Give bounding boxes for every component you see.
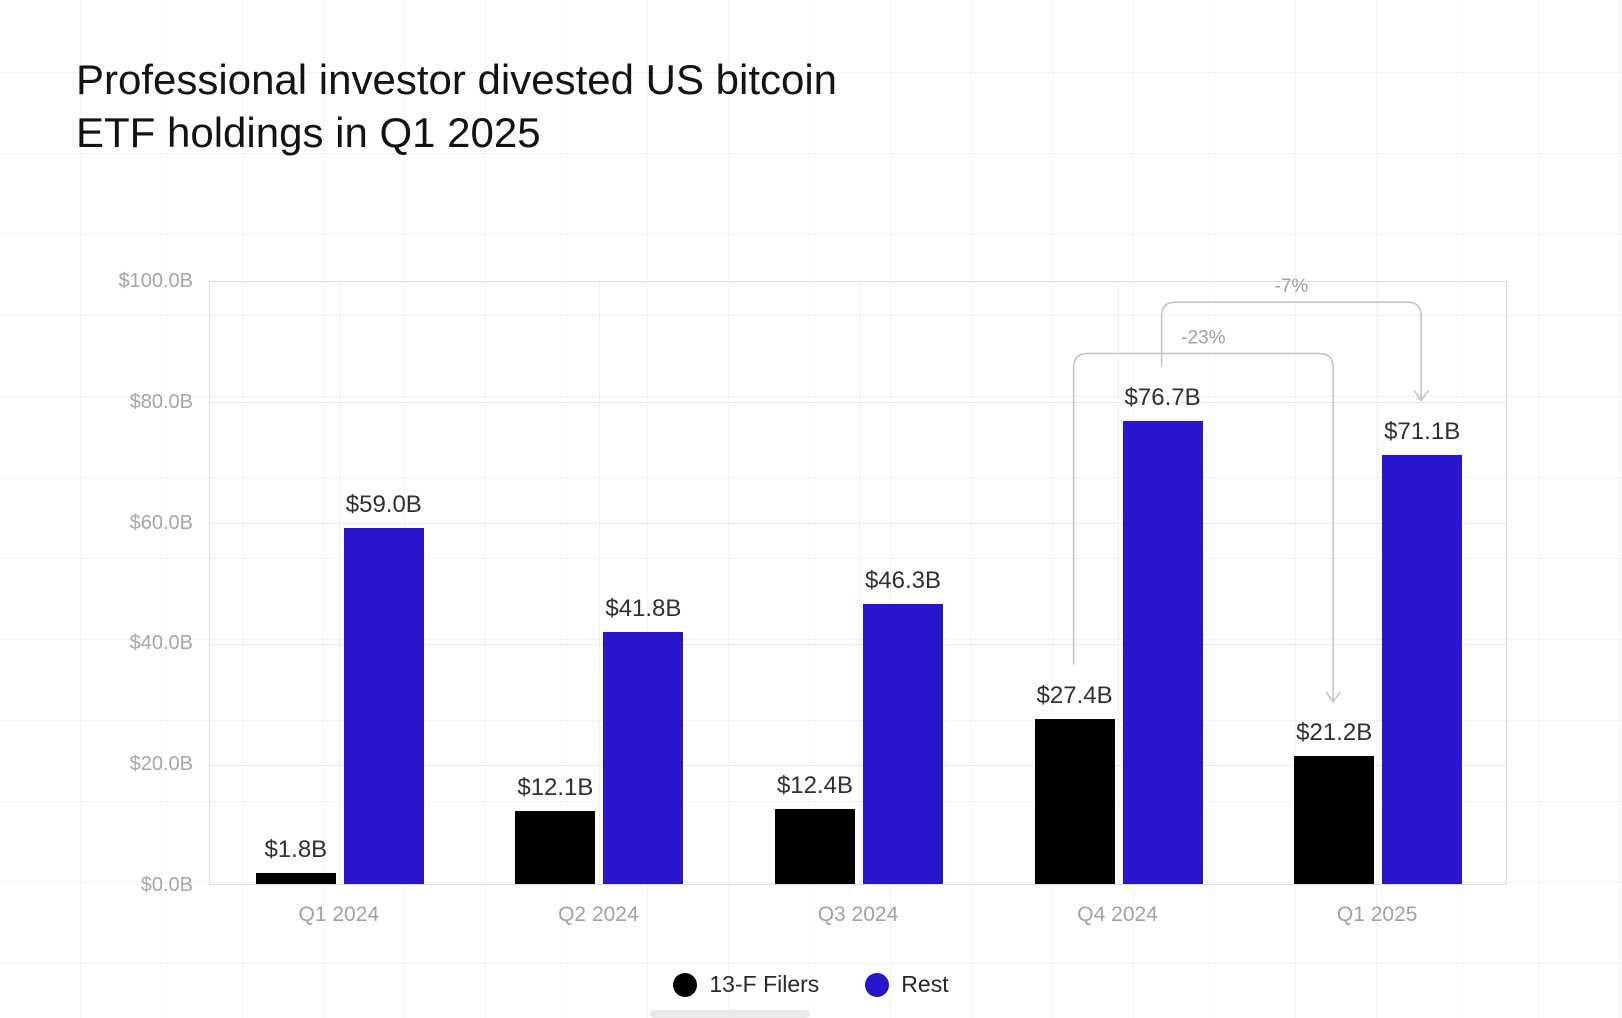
legend-item-13-f-filers: 13-F Filers <box>673 971 819 998</box>
y-axis-tick-label: $40.0B <box>129 632 193 655</box>
chart-title: Professional investor divested US bitcoi… <box>76 56 838 156</box>
x-axis-tick-label: Q2 2024 <box>558 903 639 926</box>
y-axis-tick-label: $60.0B <box>129 511 193 534</box>
x-axis-tick-label: Q1 2024 <box>298 903 380 926</box>
legend-dot-icon <box>865 972 890 997</box>
category-gridline <box>1377 282 1379 884</box>
legend: 13-F Filers Rest <box>0 971 1622 998</box>
bar-rest-4 <box>1382 454 1463 884</box>
legend-label: 13-F Filers <box>709 971 820 997</box>
bar-13-f-filers-4 <box>1294 755 1375 884</box>
bottom-scroll-pill <box>650 1010 810 1018</box>
bar-value-label: $1.8B <box>264 836 328 864</box>
legend-item-rest: Rest <box>865 971 949 998</box>
bar-value-label: $71.1B <box>1384 417 1461 445</box>
bar-value-label: $12.1B <box>517 773 594 801</box>
x-axis-tick-label: Q1 2025 <box>1336 903 1418 926</box>
gridline-80 <box>210 402 1506 404</box>
category-gridline <box>858 282 860 884</box>
x-axis-tick-label: Q4 2024 <box>1077 903 1158 926</box>
bar-rest-0 <box>343 527 424 884</box>
y-axis-tick-label: $0.0B <box>140 874 193 896</box>
bar-rest-2 <box>863 604 943 884</box>
bar-rest-1 <box>603 631 684 884</box>
bar-rest-3 <box>1122 420 1203 884</box>
y-axis-tick-label: $100.0B <box>118 270 193 292</box>
bar-value-label: $21.2B <box>1296 718 1373 746</box>
bar-13-f-filers-2 <box>775 809 855 884</box>
bar-value-label: $76.7B <box>1124 383 1201 411</box>
bar-value-label: $41.8B <box>605 594 682 622</box>
category-gridline <box>1118 282 1120 884</box>
y-axis-tick-label: $20.0B <box>129 753 193 776</box>
x-axis-tick-label: Q3 2024 <box>817 903 899 926</box>
plot-area: $1.8B $12.1B $12.4B $27.4B $21.2B $59.0B $41.8… <box>209 281 1507 885</box>
gridline-20 <box>210 764 1506 766</box>
bar-13-f-filers-1 <box>515 810 596 884</box>
legend-label: Rest <box>901 971 949 997</box>
y-axis-tick-label: $80.0B <box>129 390 193 413</box>
bar-13-f-filers-3 <box>1034 718 1115 884</box>
bar-value-label: $12.4B <box>776 772 854 800</box>
category-gridline <box>339 282 341 884</box>
bar-13-f-filers-0 <box>255 873 336 884</box>
bar-value-label: $46.3B <box>864 567 942 595</box>
gridline-60 <box>210 523 1506 525</box>
gridline-40 <box>210 643 1506 645</box>
category-gridline <box>598 282 600 884</box>
bar-value-label: $59.0B <box>345 490 422 518</box>
legend-dot-icon <box>673 972 698 997</box>
